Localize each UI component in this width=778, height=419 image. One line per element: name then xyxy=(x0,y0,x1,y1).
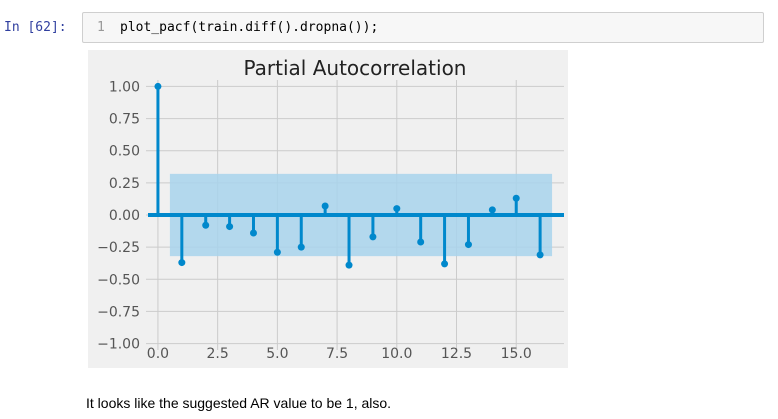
x-tick-label: 15.0 xyxy=(501,346,532,362)
y-tick-label: −0.50 xyxy=(97,272,140,288)
output-markdown-text: It looks like the suggested AR value to … xyxy=(86,395,392,411)
y-tick-label: −0.25 xyxy=(97,240,140,256)
x-tick-label: 10.0 xyxy=(381,346,412,362)
marker-lag-8 xyxy=(345,261,353,269)
y-tick-label: 0.25 xyxy=(109,176,140,192)
marker-lag-13 xyxy=(464,241,472,249)
code-cell-input[interactable]: 1 plot_pacf(train.diff().dropna()); xyxy=(82,12,764,43)
marker-lag-11 xyxy=(417,238,425,246)
y-tick-label: 0.50 xyxy=(109,144,140,160)
x-tick-label: 5.0 xyxy=(266,346,288,362)
x-tick-label: 2.5 xyxy=(207,346,229,362)
x-tick-label: 12.5 xyxy=(441,346,472,362)
marker-lag-6 xyxy=(297,243,305,251)
pacf-chart-svg: 1.00 0.75 0.50 0.25 0.00 −0.25 −0.50 −0.75 −1.00… xyxy=(88,50,568,368)
marker-lag-2 xyxy=(202,221,210,229)
x-tick-label: 7.5 xyxy=(326,346,348,362)
y-tick-label: 0.75 xyxy=(109,112,140,128)
marker-lag-15 xyxy=(512,194,520,202)
y-tick-label: 0.00 xyxy=(109,208,140,224)
marker-lag-3 xyxy=(226,223,234,231)
y-tick-label: 1.00 xyxy=(109,79,140,95)
marker-lag-5 xyxy=(273,248,281,256)
marker-lag-0 xyxy=(154,82,162,90)
marker-lag-4 xyxy=(249,229,257,237)
pacf-chart: 1.00 0.75 0.50 0.25 0.00 −0.25 −0.50 −0.75 −1.00… xyxy=(88,50,568,368)
marker-lag-10 xyxy=(393,205,401,213)
chart-title: Partial Autocorrelation xyxy=(244,56,467,80)
marker-lag-16 xyxy=(536,251,544,259)
marker-lag-14 xyxy=(488,206,496,214)
marker-lag-7 xyxy=(321,202,329,210)
y-tick-label: −1.00 xyxy=(97,337,140,353)
cell-prompt: In [62]: xyxy=(4,20,67,35)
line-number: 1 xyxy=(97,20,105,35)
marker-lag-9 xyxy=(369,233,377,241)
y-tick-label: −0.75 xyxy=(97,304,140,320)
code-line[interactable]: plot_pacf(train.diff().dropna()); xyxy=(120,20,379,35)
x-tick-label: 0.0 xyxy=(147,346,169,362)
marker-lag-1 xyxy=(178,259,186,267)
marker-lag-12 xyxy=(441,260,449,268)
